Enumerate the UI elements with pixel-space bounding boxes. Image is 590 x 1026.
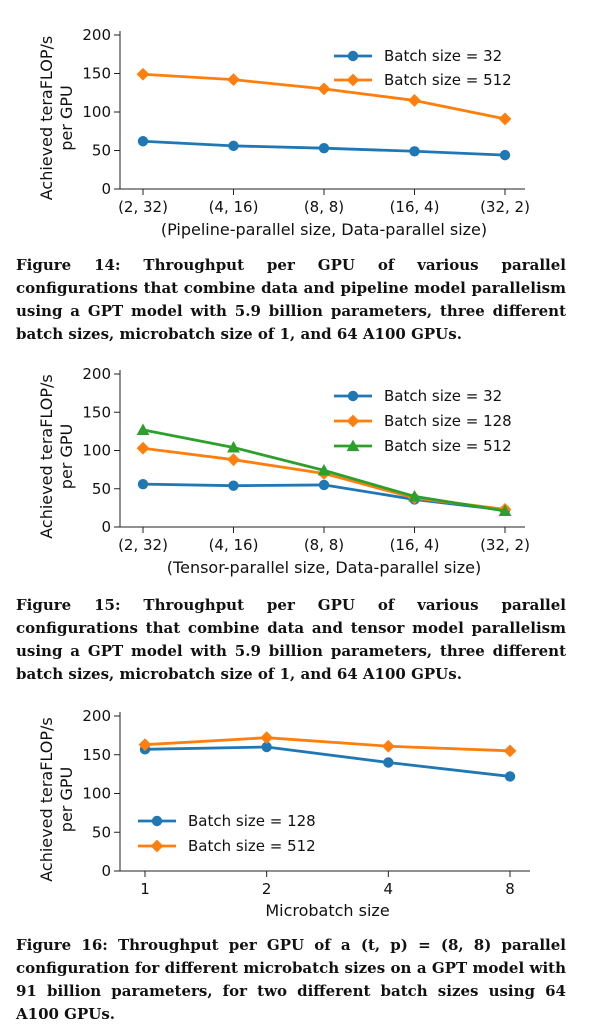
data-point-series-3 [227, 441, 240, 453]
data-point-series-2 [381, 739, 395, 753]
data-point-series-1 [318, 479, 330, 491]
y-tick-label: 100 [82, 442, 111, 460]
legend-swatch-marker [346, 73, 360, 87]
legend-swatch-marker [346, 439, 360, 452]
x-tick-label: (2, 32) [118, 536, 168, 554]
data-point-series-1 [318, 142, 330, 154]
data-point-series-1 [504, 771, 516, 782]
y-tick-label: 50 [92, 142, 111, 160]
y-tick-label: 50 [92, 823, 111, 841]
y-axis-label-group: Achieved teraFLOP/s per GPU [37, 374, 76, 538]
y-tick-label: 150 [82, 65, 111, 83]
legend-swatch-marker [347, 50, 359, 62]
legend-swatch-marker [346, 414, 360, 428]
figure-16-chart: 0 50 100 150 200 1 2 4 8 Microbatch size Achieved … [37, 707, 530, 920]
x-tick-label: (32, 2) [480, 536, 530, 554]
data-point-series-2 [408, 94, 421, 107]
data-point-series-2 [260, 731, 274, 745]
data-point-series-1 [137, 478, 149, 490]
figure-15-chart: 0 50 100 150 200 (2, 32) (4, 16) (8, 8) (16, 4) (… [37, 365, 530, 577]
data-point-series-2 [136, 67, 150, 81]
data-point-series-3 [136, 423, 150, 435]
y-tick-label: 200 [82, 365, 111, 383]
y-tick-label: 50 [92, 480, 111, 498]
y-tick-label: 0 [101, 862, 111, 880]
data-point-series-1 [261, 741, 272, 753]
y-axis-label-line2: per GPU [57, 767, 76, 832]
x-axis-label: Microbatch size [265, 901, 389, 920]
data-point-series-1 [383, 757, 394, 768]
y-axis-label: Achieved teraFLOP/s [37, 36, 56, 200]
series-line-1 [144, 745, 511, 778]
legend-label: Batch size = 32 [384, 47, 502, 65]
legend-label: Batch size = 128 [384, 412, 512, 430]
figure-16-caption: Figure 16: Throughput per GPU of a (t, p… [16, 936, 566, 1023]
figure-14-chart: 0 50 100 150 200 (2, 32) (4, 16) (8, 8) (16, 4) (… [37, 26, 530, 239]
legend-label: Batch size = 128 [188, 812, 316, 830]
data-point-series-1 [409, 146, 420, 157]
x-tick-label: (16, 4) [390, 198, 440, 216]
x-tick-label: 2 [262, 880, 272, 898]
y-tick-label: 100 [82, 103, 111, 121]
legend-label: Batch size = 32 [384, 387, 502, 405]
y-axis-label-group: Achieved teraFLOP/s per GPU [37, 36, 76, 200]
x-axis-label: (Pipeline-parallel size, Data-parallel s… [161, 220, 487, 239]
x-tick-label: (4, 16) [209, 536, 259, 554]
x-tick-label: 4 [384, 880, 394, 898]
data-point-series-3 [498, 504, 512, 517]
y-tick-label: 100 [82, 785, 111, 803]
y-tick-label: 200 [82, 26, 111, 44]
data-point-series-2 [503, 744, 517, 758]
x-tick-label: 8 [505, 880, 515, 898]
x-tick-label: (2, 32) [118, 198, 168, 216]
x-tick-label: (16, 4) [390, 536, 440, 554]
y-tick-label: 150 [82, 403, 111, 421]
figure-14-caption: Figure 14: Throughput per GPU of various… [16, 256, 566, 343]
x-tick-label: (4, 16) [209, 198, 259, 216]
legend-label: Batch size = 512 [384, 71, 512, 89]
legend-swatch-marker [347, 390, 359, 402]
data-point-series-2 [227, 453, 240, 467]
y-axis-label-line2: per GPU [57, 85, 76, 150]
figure-15-caption: Figure 15: Throughput per GPU of various… [16, 596, 566, 683]
data-point-series-2 [136, 441, 150, 455]
y-tick-label: 200 [82, 707, 111, 725]
x-axis-label: (Tensor-parallel size, Data-parallel siz… [167, 558, 481, 577]
y-axis-label: Achieved teraFLOP/s [37, 717, 56, 881]
y-tick-label: 0 [101, 518, 111, 536]
y-axis-label-line2: per GPU [57, 424, 76, 489]
x-tick-label: (8, 8) [304, 198, 344, 216]
data-point-series-3 [317, 463, 331, 476]
x-tick-label: (32, 2) [480, 198, 530, 216]
data-point-series-2 [227, 73, 240, 87]
data-point-series-1 [137, 136, 149, 147]
data-point-series-3 [408, 490, 421, 502]
data-point-series-2 [317, 82, 331, 96]
x-tick-label: (8, 8) [304, 536, 344, 554]
legend-swatch-marker [151, 815, 163, 827]
data-point-series-1 [228, 480, 239, 491]
data-point-series-1 [499, 149, 511, 161]
data-point-series-1 [228, 140, 239, 152]
series-line-2 [144, 736, 511, 753]
y-axis-label-group: Achieved teraFLOP/s per GPU [37, 717, 76, 881]
legend-label: Batch size = 512 [384, 437, 512, 455]
x-tick-label: 1 [140, 880, 150, 898]
y-axis-label: Achieved teraFLOP/s [37, 374, 56, 538]
data-point-series-2 [138, 738, 152, 752]
y-tick-label: 0 [101, 180, 111, 198]
data-point-series-2 [498, 112, 512, 126]
y-tick-label: 150 [82, 746, 111, 764]
legend-label: Batch size = 512 [188, 837, 316, 855]
legend-swatch-marker [150, 839, 164, 853]
